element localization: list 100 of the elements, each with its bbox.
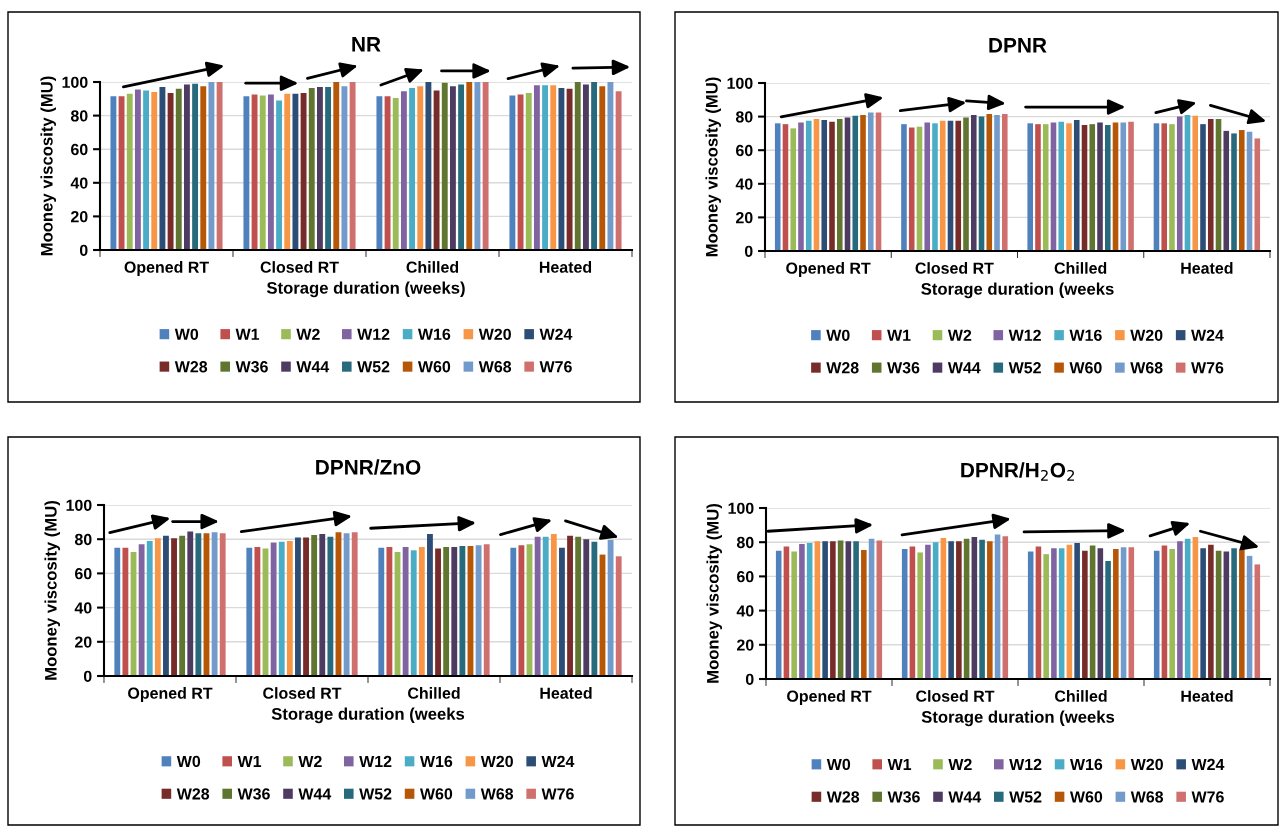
y-tick-label: 80 — [70, 110, 88, 122]
bar — [607, 82, 614, 250]
y-tick-label: 60 — [737, 571, 754, 583]
legend-label: W36 — [235, 361, 268, 373]
bar — [510, 547, 517, 676]
bar — [901, 124, 907, 251]
bar — [187, 531, 194, 676]
legend-label: W36 — [887, 791, 920, 803]
bar — [1231, 133, 1237, 251]
x-axis-title: Storage duration (weeks — [921, 282, 1114, 299]
bar — [167, 92, 174, 250]
bar — [822, 541, 828, 679]
bar — [409, 87, 416, 250]
legend-label: W0 — [174, 328, 199, 340]
bar — [956, 541, 962, 679]
bar — [1105, 561, 1111, 679]
legend-label: W60 — [1069, 362, 1102, 374]
bar — [805, 120, 812, 251]
bar — [303, 537, 309, 676]
bar — [270, 542, 277, 676]
legend-label: W28 — [826, 362, 859, 374]
bar — [192, 83, 199, 250]
x-tick-label: Opened RT — [124, 261, 209, 276]
bar — [533, 85, 540, 250]
bar — [384, 96, 391, 250]
legend-label: W76 — [539, 361, 572, 373]
y-tick-label: 60 — [736, 144, 753, 157]
legend-label: W20 — [1130, 329, 1163, 341]
y-tick-label: 40 — [74, 602, 92, 614]
bar — [466, 82, 473, 250]
bar — [1074, 543, 1080, 679]
bar — [550, 85, 557, 250]
legend-label: W24 — [541, 755, 575, 767]
bar — [939, 120, 946, 251]
legend-label: W44 — [298, 788, 332, 800]
legend-label: W20 — [478, 328, 511, 340]
legend-label: W60 — [417, 361, 451, 373]
bar — [208, 82, 215, 250]
bar — [955, 120, 962, 251]
legend-label: W12 — [359, 755, 392, 767]
bar — [963, 117, 969, 251]
bar — [378, 547, 385, 676]
x-axis-title: Storage duration (weeks — [271, 707, 465, 724]
legend-label: W60 — [419, 788, 453, 800]
chart-title: DPNR — [989, 38, 1047, 53]
legend-label: W20 — [1130, 758, 1163, 771]
bar — [1161, 123, 1168, 251]
y-tick-label: 0 — [79, 244, 88, 256]
legend-label: W1 — [235, 328, 260, 340]
bar — [1043, 554, 1049, 679]
legend-label: W2 — [296, 328, 320, 340]
bar — [400, 91, 407, 250]
bar — [1113, 549, 1119, 679]
bar — [821, 119, 828, 251]
bar — [582, 84, 589, 250]
bar — [853, 541, 859, 679]
bar — [1104, 125, 1111, 251]
bar — [259, 95, 266, 250]
legend-label: W68 — [1130, 791, 1164, 803]
bar — [987, 541, 993, 679]
bar — [1027, 123, 1034, 251]
legend-label: W52 — [359, 788, 392, 800]
bar — [295, 537, 301, 676]
bar — [1058, 121, 1065, 251]
bar — [386, 546, 393, 676]
bar — [542, 85, 549, 250]
y-tick-label: 100 — [66, 499, 92, 511]
bar — [599, 86, 606, 250]
legend-label: W76 — [1191, 791, 1224, 803]
x-tick-label: Opened RT — [786, 262, 871, 277]
bar — [183, 84, 190, 250]
bar — [1073, 119, 1080, 251]
bar — [425, 82, 432, 250]
bar — [917, 552, 923, 679]
bar — [351, 532, 358, 676]
bar — [433, 90, 440, 250]
bar — [1082, 550, 1088, 679]
bar — [1051, 548, 1057, 679]
legend-label: W16 — [419, 755, 453, 768]
bar — [325, 87, 332, 250]
legend-label: W0 — [826, 758, 851, 771]
bar — [474, 82, 481, 250]
legend-label: W0 — [176, 755, 201, 768]
chart-title: DPNR/ZnO — [316, 459, 421, 475]
legend-label: W68 — [1130, 362, 1163, 374]
bar — [1001, 114, 1008, 251]
bar — [410, 550, 417, 676]
legend-label: W76 — [1191, 362, 1224, 374]
y-axis-title: Mooney viscosity (MU) — [705, 77, 721, 257]
x-tick-label: Heated — [1181, 262, 1233, 274]
legend-label: W24 — [1191, 758, 1225, 770]
bar — [932, 123, 938, 251]
bar — [1223, 130, 1230, 251]
bar — [861, 549, 867, 679]
legend-label: W52 — [1009, 791, 1042, 803]
bar — [1207, 119, 1214, 251]
x-tick-label: Closed RT — [263, 687, 342, 699]
bar — [441, 82, 448, 250]
y-tick-label: 20 — [735, 212, 753, 224]
bar — [1192, 115, 1199, 251]
